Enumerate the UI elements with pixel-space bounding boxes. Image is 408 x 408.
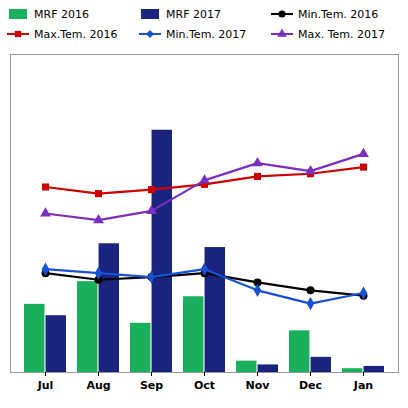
svg-text:Jan: Jan (353, 379, 373, 392)
html-text:MRF 2016: MRF 2016 (34, 7, 89, 21)
svg-text:Sep: Sep (140, 379, 163, 392)
svg-text:Dec: Dec (299, 379, 322, 392)
html-text:Min.Tem. 2016: Min.Tem. 2016 (298, 7, 379, 21)
svg-text:Nov: Nov (246, 379, 271, 392)
html-text:Max. Tem. 2017: Max. Tem. 2017 (298, 27, 386, 41)
svg-text:Jul: Jul (37, 379, 54, 392)
svg-text:Oct: Oct (194, 379, 215, 392)
svg-text:Aug: Aug (86, 379, 110, 392)
html-text:MRF 2017: MRF 2017 (166, 7, 221, 21)
html-text:Min.Tem. 2017: Min.Tem. 2017 (166, 27, 247, 41)
html-text:Max.Tem. 2016: Max.Tem. 2016 (34, 27, 118, 41)
